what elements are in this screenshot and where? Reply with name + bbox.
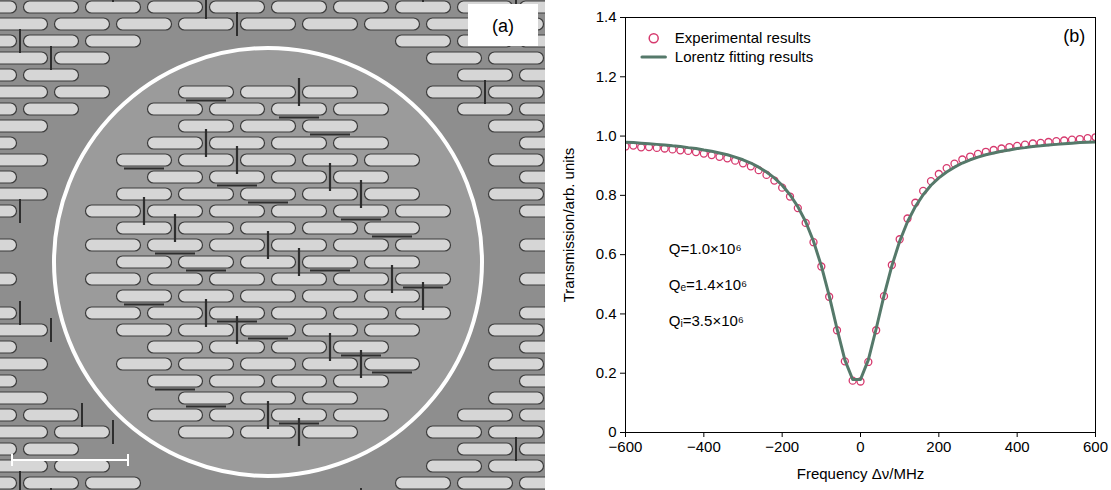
svg-text:−400: −400: [687, 438, 721, 455]
svg-text:0.2: 0.2: [596, 364, 617, 381]
svg-text:600: 600: [1083, 438, 1108, 455]
svg-text:Lorentz fitting results: Lorentz fitting results: [675, 48, 813, 65]
svg-text:0: 0: [856, 438, 864, 455]
svg-text:−600: −600: [609, 438, 643, 455]
svg-text:(b): (b): [1063, 26, 1085, 46]
svg-text:1.4: 1.4: [596, 8, 617, 25]
svg-text:0.8: 0.8: [596, 186, 617, 203]
svg-text:0.4: 0.4: [596, 305, 617, 322]
svg-text:Qₑ=1.4×10⁶: Qₑ=1.4×10⁶: [669, 276, 747, 293]
svg-text:Frequency Δν/MHz: Frequency Δν/MHz: [797, 465, 925, 482]
svg-text:0.6: 0.6: [596, 245, 617, 262]
svg-text:200: 200: [926, 438, 951, 455]
svg-text:Qᵢ=3.5×10⁶: Qᵢ=3.5×10⁶: [669, 312, 744, 329]
svg-text:1.2: 1.2: [596, 68, 617, 85]
svg-text:0: 0: [608, 423, 617, 441]
svg-text:Q=1.0×10⁶: Q=1.0×10⁶: [669, 240, 742, 257]
svg-text:400: 400: [1005, 438, 1030, 455]
svg-text:1.0: 1.0: [596, 127, 617, 144]
svg-text:(a): (a): [492, 16, 514, 36]
svg-text:−200: −200: [765, 438, 799, 455]
svg-text:Experimental results: Experimental results: [675, 29, 811, 46]
svg-text:Transmission/arb. units: Transmission/arb. units: [560, 148, 577, 303]
